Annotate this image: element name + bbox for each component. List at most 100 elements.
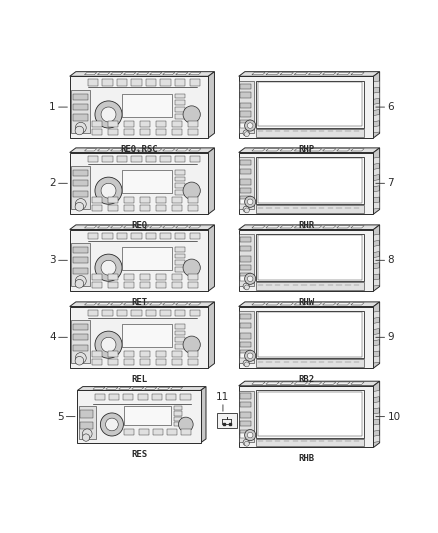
- Polygon shape: [374, 234, 380, 241]
- Polygon shape: [189, 303, 201, 305]
- Bar: [108, 128, 118, 135]
- Circle shape: [243, 283, 249, 289]
- Polygon shape: [124, 72, 136, 75]
- Bar: [240, 314, 251, 319]
- Polygon shape: [294, 72, 307, 75]
- Text: RHR: RHR: [298, 221, 314, 230]
- Polygon shape: [374, 279, 380, 286]
- Polygon shape: [252, 382, 265, 384]
- Bar: [138, 393, 148, 400]
- Bar: [240, 92, 251, 98]
- Bar: [140, 197, 150, 203]
- Bar: [190, 79, 200, 85]
- Bar: [140, 274, 150, 280]
- Bar: [240, 246, 251, 251]
- Bar: [256, 80, 364, 128]
- Bar: [175, 169, 185, 175]
- Polygon shape: [294, 149, 307, 151]
- Polygon shape: [93, 387, 105, 389]
- Bar: [70, 230, 208, 291]
- Polygon shape: [110, 303, 123, 305]
- Polygon shape: [323, 72, 336, 75]
- Text: RB2: RB2: [298, 375, 314, 384]
- Bar: [102, 310, 113, 316]
- Bar: [140, 120, 150, 127]
- Bar: [79, 406, 96, 439]
- Bar: [258, 312, 363, 357]
- Bar: [92, 120, 102, 127]
- Bar: [88, 156, 98, 161]
- Bar: [240, 342, 251, 347]
- Bar: [240, 256, 251, 262]
- Bar: [175, 183, 185, 188]
- Circle shape: [101, 183, 116, 198]
- Polygon shape: [280, 225, 293, 228]
- Bar: [124, 274, 134, 280]
- Bar: [175, 337, 185, 342]
- Bar: [140, 359, 150, 365]
- Bar: [175, 310, 185, 316]
- Bar: [95, 393, 105, 400]
- Bar: [108, 351, 118, 357]
- Circle shape: [75, 199, 86, 209]
- Polygon shape: [150, 225, 162, 228]
- Polygon shape: [280, 382, 293, 384]
- Bar: [188, 282, 198, 288]
- Bar: [258, 158, 363, 203]
- Circle shape: [75, 357, 84, 365]
- Polygon shape: [208, 302, 215, 368]
- Polygon shape: [239, 381, 380, 386]
- Polygon shape: [110, 225, 123, 228]
- Bar: [73, 268, 88, 274]
- Polygon shape: [280, 72, 293, 75]
- Circle shape: [244, 441, 249, 446]
- Polygon shape: [294, 382, 307, 384]
- Bar: [71, 320, 91, 363]
- Polygon shape: [374, 245, 380, 253]
- Bar: [180, 393, 191, 400]
- Polygon shape: [374, 225, 380, 291]
- Polygon shape: [189, 72, 201, 75]
- Polygon shape: [374, 302, 380, 368]
- Bar: [240, 168, 251, 174]
- Bar: [131, 79, 142, 85]
- Polygon shape: [323, 225, 336, 228]
- Bar: [73, 247, 88, 253]
- Bar: [146, 232, 156, 239]
- Text: 9: 9: [376, 332, 394, 342]
- Circle shape: [100, 413, 124, 436]
- Bar: [256, 390, 364, 438]
- Polygon shape: [266, 303, 279, 305]
- Polygon shape: [208, 71, 215, 138]
- Polygon shape: [374, 126, 380, 133]
- Polygon shape: [337, 72, 350, 75]
- Bar: [188, 197, 198, 203]
- Circle shape: [247, 123, 253, 128]
- Bar: [73, 93, 88, 100]
- Polygon shape: [158, 387, 170, 389]
- Circle shape: [75, 279, 84, 288]
- Bar: [138, 429, 148, 435]
- Polygon shape: [323, 149, 336, 151]
- Text: 11: 11: [216, 392, 230, 411]
- Bar: [175, 190, 185, 195]
- Polygon shape: [374, 92, 380, 99]
- Polygon shape: [162, 149, 175, 151]
- Bar: [173, 411, 182, 416]
- Bar: [124, 351, 134, 357]
- Bar: [240, 333, 251, 338]
- Circle shape: [245, 120, 256, 131]
- Bar: [71, 90, 91, 133]
- Circle shape: [243, 206, 249, 212]
- Bar: [102, 156, 113, 161]
- Text: 6: 6: [376, 102, 394, 112]
- Polygon shape: [374, 81, 380, 88]
- Bar: [160, 156, 171, 161]
- Polygon shape: [374, 256, 380, 264]
- Circle shape: [179, 417, 193, 432]
- Bar: [156, 274, 166, 280]
- Polygon shape: [124, 225, 136, 228]
- Polygon shape: [70, 302, 215, 306]
- Bar: [156, 359, 166, 365]
- Polygon shape: [374, 435, 380, 442]
